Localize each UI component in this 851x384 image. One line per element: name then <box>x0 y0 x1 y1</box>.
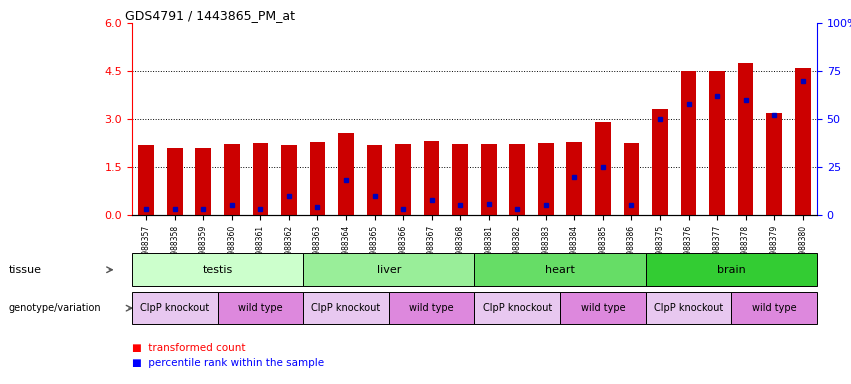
Text: ClpP knockout: ClpP knockout <box>654 303 723 313</box>
Text: wild type: wild type <box>409 303 454 313</box>
Bar <box>224 144 240 215</box>
Bar <box>167 148 183 215</box>
Text: ■  percentile rank within the sample: ■ percentile rank within the sample <box>132 358 324 368</box>
Bar <box>196 148 211 215</box>
Bar <box>481 144 496 215</box>
Bar <box>367 145 382 215</box>
Bar <box>424 141 439 215</box>
Bar <box>253 143 268 215</box>
Bar <box>681 71 696 215</box>
Text: wild type: wild type <box>751 303 797 313</box>
Bar <box>281 145 297 215</box>
Bar <box>139 145 154 215</box>
Text: ClpP knockout: ClpP knockout <box>483 303 551 313</box>
Text: liver: liver <box>377 265 401 275</box>
Text: ■  transformed count: ■ transformed count <box>132 343 245 353</box>
Text: ClpP knockout: ClpP knockout <box>140 303 209 313</box>
Bar <box>624 143 639 215</box>
Text: brain: brain <box>717 265 745 275</box>
Bar <box>538 143 554 215</box>
Text: GDS4791 / 1443865_PM_at: GDS4791 / 1443865_PM_at <box>125 9 295 22</box>
Text: tissue: tissue <box>9 265 42 275</box>
Bar <box>738 63 753 215</box>
Bar <box>595 122 611 215</box>
Bar <box>338 134 354 215</box>
Text: testis: testis <box>203 265 232 275</box>
Bar <box>395 144 411 215</box>
Bar <box>453 144 468 215</box>
Bar <box>709 71 725 215</box>
Text: heart: heart <box>545 265 575 275</box>
Text: wild type: wild type <box>238 303 283 313</box>
Bar <box>310 142 325 215</box>
Text: ClpP knockout: ClpP knockout <box>311 303 380 313</box>
Text: genotype/variation: genotype/variation <box>9 303 101 313</box>
Bar <box>795 68 810 215</box>
Bar <box>510 144 525 215</box>
Bar <box>567 142 582 215</box>
Text: wild type: wild type <box>580 303 625 313</box>
Bar <box>766 113 782 215</box>
Bar <box>652 109 668 215</box>
